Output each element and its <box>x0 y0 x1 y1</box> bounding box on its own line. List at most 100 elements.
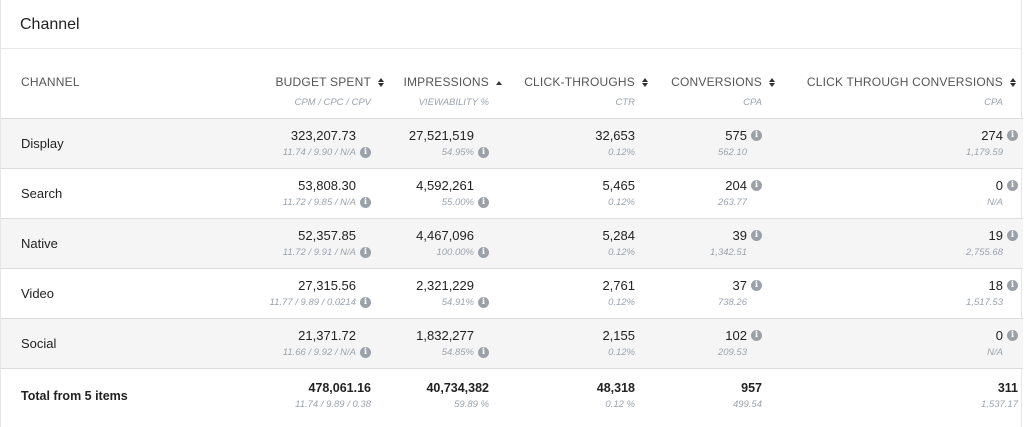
column-header-channel: CHANNEL <box>21 75 80 89</box>
cpa-value: 738.26 <box>717 296 747 308</box>
channel-name: Native <box>21 235 58 251</box>
total-viewability-value: 59.89 % <box>454 399 489 411</box>
info-icon[interactable]: i <box>478 346 489 358</box>
sort-icon[interactable] <box>769 78 775 87</box>
info-icon[interactable]: i <box>478 246 489 258</box>
table-row[interactable]: Display 323,207.73 11.74 / 9.90 / N/A i 2… <box>1 118 1023 168</box>
click-through-conversions-value: 274 <box>981 127 1003 143</box>
cpa-value: N/A <box>987 346 1003 358</box>
info-icon[interactable]: i <box>751 279 762 291</box>
column-sublabel: CTR <box>615 97 635 108</box>
sort-ascending-icon[interactable] <box>496 81 502 85</box>
table-row[interactable]: Native 52,357.85 11.72 / 9.91 / N/A i 4,4… <box>1 218 1023 268</box>
table-header-row: CHANNEL BUDGET SPENT CPM / CPC / CPV <box>1 49 1023 118</box>
viewability-value: 54.91% <box>441 296 474 308</box>
info-icon[interactable]: i <box>1007 179 1018 191</box>
info-icon[interactable]: i <box>478 296 489 308</box>
info-icon[interactable]: i <box>751 229 762 241</box>
conversions-value: 204 <box>725 177 747 193</box>
info-icon[interactable]: i <box>1007 229 1018 241</box>
column-label: BUDGET SPENT <box>275 75 371 89</box>
budget-rates: 11.72 / 9.91 / N/A <box>282 246 356 258</box>
total-conversions-value: 957 <box>741 380 762 395</box>
cpa-value: 562.10 <box>717 146 747 158</box>
viewability-value: 55.00% <box>441 196 474 208</box>
sort-icon[interactable] <box>642 78 648 87</box>
info-icon[interactable]: i <box>360 346 371 358</box>
info-icon[interactable]: i <box>360 246 371 258</box>
total-budget-cell: 478,061.16 11.74 / 9.89 / 0.38 <box>239 368 391 423</box>
click-throughs-value: 2,761 <box>602 277 635 293</box>
info-icon[interactable]: i <box>478 196 489 208</box>
info-icon[interactable]: i <box>751 129 762 141</box>
cpa-value: 1,342.51 <box>710 246 747 258</box>
budget-value: 323,207.73 <box>290 127 356 143</box>
click-throughs-cell: 32,653 0.12% <box>509 118 655 168</box>
table-row[interactable]: Search 53,808.30 11.72 / 9.85 / N/A i 4,5… <box>1 168 1023 218</box>
info-icon[interactable]: i <box>751 329 762 341</box>
ctr-value: 0.12% <box>608 346 635 358</box>
total-click-through-conversions-value: 311 <box>997 380 1018 395</box>
table-row[interactable]: Social 21,371.72 11.66 / 9.92 / N/A i 1,8… <box>1 318 1023 368</box>
info-icon[interactable]: i <box>360 146 371 158</box>
click-throughs-cell: 5,465 0.12% <box>509 168 655 218</box>
total-click-through-conversions-cell: 311 1,537.17 <box>782 368 1023 423</box>
total-ct-cpa-value: 1,537.17 <box>981 399 1018 411</box>
info-icon[interactable]: i <box>1007 329 1018 341</box>
info-icon[interactable]: i <box>360 196 371 208</box>
conversions-cell: 102 i 209.53 <box>655 318 782 368</box>
impressions-value: 1,832,277 <box>416 327 474 343</box>
column-header-click-throughs[interactable]: CLICK-THROUGHS CTR <box>509 49 655 118</box>
budget-cell: 53,808.30 11.72 / 9.85 / N/A i <box>239 168 391 218</box>
budget-rates: 11.66 / 9.92 / N/A <box>282 346 356 358</box>
click-throughs-value: 5,465 <box>602 177 635 193</box>
ctr-value: 0.12% <box>608 296 635 308</box>
column-sublabel: CPA <box>984 97 1003 108</box>
sort-icon[interactable] <box>1010 78 1016 87</box>
ctr-value: 0.12% <box>608 246 635 258</box>
channel-name: Display <box>21 135 64 151</box>
click-throughs-cell: 2,155 0.12% <box>509 318 655 368</box>
sort-icon[interactable] <box>378 78 384 87</box>
column-header-conversions[interactable]: CONVERSIONS CPA <box>655 49 782 118</box>
impressions-cell: 4,467,096 100.00% i <box>391 218 509 268</box>
total-impressions-cell: 40,734,382 59.89 % <box>391 368 509 423</box>
channel-table: CHANNEL BUDGET SPENT CPM / CPC / CPV <box>1 49 1023 423</box>
cpa-value: 1,517.53 <box>966 296 1003 308</box>
cpa-value: 2,755.68 <box>966 246 1003 258</box>
viewability-value: 54.85% <box>441 346 474 358</box>
click-through-conversions-value: 0 <box>995 327 1003 343</box>
column-sublabel: VIEWABILITY % <box>418 97 489 108</box>
click-throughs-cell: 5,284 0.12% <box>509 218 655 268</box>
budget-cell: 52,357.85 11.72 / 9.91 / N/A i <box>239 218 391 268</box>
info-icon[interactable]: i <box>1007 279 1018 291</box>
impressions-value: 27,521,519 <box>408 127 474 143</box>
conversions-value: 102 <box>725 327 747 343</box>
total-budget-value: 478,061.16 <box>308 380 371 395</box>
budget-rates: 11.77 / 9.89 / 0.0214 <box>269 296 356 308</box>
total-conversions-cell: 957 499.54 <box>655 368 782 423</box>
total-row: Total from 5 items 478,061.16 11.74 / 9.… <box>1 368 1023 423</box>
click-through-conversions-cell: 274 i 1,179.59 <box>782 118 1023 168</box>
info-icon[interactable]: i <box>751 179 762 191</box>
click-throughs-value: 2,155 <box>602 327 635 343</box>
column-header-click-through-conversions[interactable]: CLICK THROUGH CONVERSIONS CPA <box>782 49 1023 118</box>
viewability-value: 100.00% <box>436 246 474 258</box>
column-header-impressions[interactable]: IMPRESSIONS VIEWABILITY % <box>391 49 509 118</box>
budget-value: 53,808.30 <box>298 177 356 193</box>
info-icon[interactable]: i <box>360 296 371 308</box>
conversions-value: 39 <box>732 227 747 243</box>
conversions-value: 575 <box>725 127 747 143</box>
budget-cell: 27,315.56 11.77 / 9.89 / 0.0214 i <box>239 268 391 318</box>
panel-title: Channel <box>1 0 1021 49</box>
column-label: CLICK-THROUGHS <box>524 75 635 89</box>
info-icon[interactable]: i <box>1007 129 1018 141</box>
total-budget-rates: 11.74 / 9.89 / 0.38 <box>295 399 371 411</box>
click-through-conversions-cell: 19 i 2,755.68 <box>782 218 1023 268</box>
click-throughs-value: 32,653 <box>595 127 635 143</box>
conversions-cell: 39 i 1,342.51 <box>655 218 782 268</box>
table-row[interactable]: Video 27,315.56 11.77 / 9.89 / 0.0214 i 2… <box>1 268 1023 318</box>
column-header-budget[interactable]: BUDGET SPENT CPM / CPC / CPV <box>239 49 391 118</box>
info-icon[interactable]: i <box>478 146 489 158</box>
